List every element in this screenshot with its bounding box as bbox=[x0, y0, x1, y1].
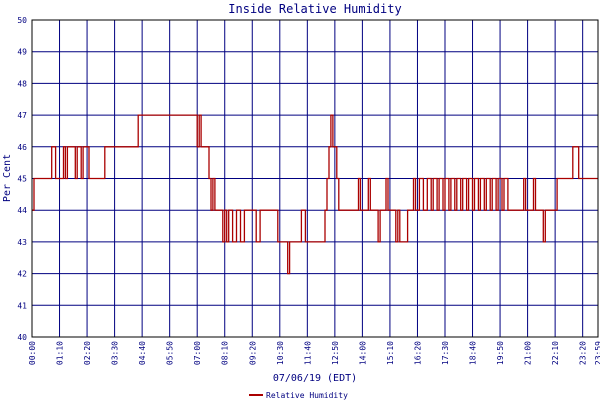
x-tick-label: 12:50 bbox=[331, 341, 340, 365]
y-tick-label: 43 bbox=[17, 238, 27, 247]
y-tick-label: 50 bbox=[17, 16, 27, 25]
x-tick-label: 11:40 bbox=[303, 341, 312, 365]
x-tick-label: 05:50 bbox=[166, 341, 175, 365]
x-tick-label: 04:40 bbox=[138, 341, 147, 365]
x-tick-label: 02:20 bbox=[83, 341, 92, 365]
y-tick-label: 44 bbox=[17, 206, 27, 215]
x-tick-label: 03:30 bbox=[111, 341, 120, 365]
x-tick-label: 14:00 bbox=[358, 341, 367, 365]
y-tick-label: 46 bbox=[17, 143, 27, 152]
y-tick-label: 48 bbox=[17, 79, 27, 88]
x-tick-label: 01:10 bbox=[56, 341, 65, 365]
legend: Relative Humidity bbox=[249, 391, 348, 400]
y-axis-label: Per Cent bbox=[2, 154, 13, 202]
y-tick-labels: 40 41 42 43 44 45 46 47 48 49 50 bbox=[17, 16, 27, 342]
x-tick-label: 23:20 bbox=[579, 341, 588, 365]
x-tick-label: 23:59 bbox=[594, 341, 600, 365]
y-tick-label: 42 bbox=[17, 270, 27, 279]
legend-label: Relative Humidity bbox=[266, 391, 348, 400]
series-layer bbox=[32, 114, 598, 275]
x-tick-label: 16:20 bbox=[413, 341, 422, 365]
x-tick-label: 10:30 bbox=[276, 341, 285, 365]
x-tick-labels: 00:00 01:10 02:20 03:30 04:40 05:50 07:00 08:10… bbox=[28, 341, 600, 365]
y-tick-label: 41 bbox=[17, 301, 27, 310]
y-tick-label: 47 bbox=[17, 111, 27, 120]
x-tick-label: 08:10 bbox=[221, 341, 230, 365]
x-tick-label: 07:00 bbox=[193, 341, 202, 365]
x-tick-label: 18:40 bbox=[469, 341, 478, 365]
x-tick-label: 15:10 bbox=[386, 341, 395, 365]
chart-title: Inside Relative Humidity bbox=[228, 2, 401, 16]
x-tick-label: 21:00 bbox=[524, 341, 533, 365]
x-axis-label: 07/06/19 (EDT) bbox=[273, 373, 357, 384]
y-tick-label: 49 bbox=[17, 48, 27, 57]
series-line-relative-humidity bbox=[32, 114, 598, 275]
x-tick-label: 00:00 bbox=[28, 341, 37, 365]
x-tick-label: 09:20 bbox=[248, 341, 257, 365]
x-tick-label: 17:30 bbox=[441, 341, 450, 365]
y-tick-label: 40 bbox=[17, 333, 27, 342]
y-tick-label: 45 bbox=[17, 175, 27, 184]
x-tick-label: 22:10 bbox=[551, 341, 560, 365]
x-tick-label: 19:50 bbox=[496, 341, 505, 365]
plot-frame bbox=[31, 19, 599, 338]
